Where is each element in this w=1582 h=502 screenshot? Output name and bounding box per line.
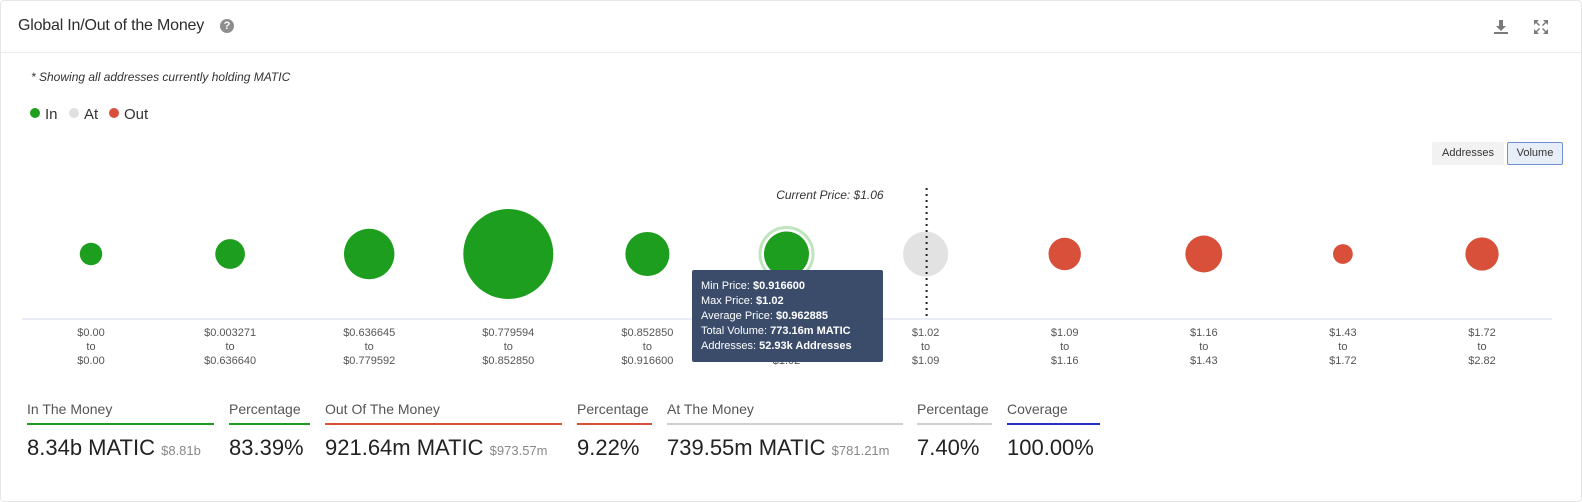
download-icon[interactable]: [1491, 17, 1511, 37]
tooltip-label: Average Price:: [701, 310, 773, 322]
tick-label-low: $0.852850: [621, 327, 673, 339]
bubble-8[interactable]: [1185, 235, 1223, 273]
help-icon[interactable]: ?: [220, 19, 234, 33]
tick-label-high: $0.852850: [482, 355, 534, 367]
tick-label-separator: to: [643, 341, 652, 353]
stat-main-value: 100.00%: [1007, 435, 1094, 460]
tick-label-low: $1.02: [912, 327, 940, 339]
tick-label-high: $0.636640: [204, 355, 256, 367]
volume-toggle-button[interactable]: Volume: [1507, 142, 1563, 165]
expand-icon[interactable]: [1531, 17, 1551, 37]
stat-usd-value: $973.57m: [489, 443, 548, 458]
tick-label-low: $1.72: [1468, 327, 1496, 339]
tick-label-separator: to: [1060, 341, 1069, 353]
stat-out-percentage: Percentage 9.22%: [577, 401, 652, 461]
bubble-3[interactable]: [463, 209, 554, 299]
stat-label: At The Money: [667, 401, 903, 425]
legend-dot-in: [30, 108, 40, 118]
bubble-7[interactable]: [1048, 237, 1081, 271]
legend-label: At: [84, 106, 99, 123]
tooltip-label: Addresses:: [701, 340, 757, 352]
tick-label-low: $1.43: [1329, 327, 1357, 339]
stat-at-percentage: Percentage 7.40%: [917, 401, 992, 461]
card-header: Global In/Out of the Money ?: [1, 1, 1581, 53]
stat-label: Percentage: [577, 401, 652, 425]
tooltip-max-price: $1.02: [756, 295, 784, 307]
tick-label-separator: to: [365, 341, 374, 353]
stat-coverage: Coverage 100.00%: [1007, 401, 1100, 461]
stat-label: Coverage: [1007, 401, 1100, 425]
bubble-9[interactable]: [1333, 244, 1353, 264]
chart-note: * Showing all addresses currently holdin…: [31, 70, 291, 84]
tick-label-low: $1.09: [1051, 327, 1079, 339]
stat-label: In The Money: [27, 401, 214, 425]
tick-label-high: $1.16: [1051, 355, 1079, 367]
tooltip-label: Total Volume:: [701, 325, 768, 337]
stat-usd-value: $8.81b: [161, 443, 201, 458]
tick-label-low: $0.003271: [204, 327, 256, 339]
tick-label-low: $0.779594: [482, 327, 534, 339]
stat-main-value: 83.39%: [229, 435, 304, 460]
stat-main-value: 8.34b MATIC: [27, 435, 155, 460]
bucket-tooltip: Min Price: $0.916600 Max Price: $1.02 Av…: [692, 270, 883, 362]
tick-label-low: $0.00: [77, 327, 105, 339]
tooltip-avg-price: $0.962885: [776, 310, 829, 322]
stat-in-percentage: Percentage 83.39%: [229, 401, 310, 461]
stat-at-the-money: At The Money 739.55m MATIC $781.21m: [667, 401, 903, 461]
bubble-5[interactable]: [764, 231, 809, 277]
tick-label-separator: to: [86, 341, 95, 353]
tick-label-separator: to: [226, 341, 235, 353]
tooltip-min-price: $0.916600: [752, 280, 805, 292]
stat-value: 8.34b MATIC $8.81b: [27, 435, 214, 461]
bubble-4[interactable]: [625, 231, 670, 277]
card-title: Global In/Out of the Money: [18, 17, 205, 34]
tick-label-high: $1.09: [912, 355, 940, 367]
legend-dot-out: [109, 108, 119, 118]
summary-stats: In The Money 8.34b MATIC $8.81b Percenta…: [1, 401, 1582, 471]
tick-label-separator: to: [921, 341, 930, 353]
stat-label: Out Of The Money: [325, 401, 562, 425]
tick-label-separator: to: [504, 341, 513, 353]
addresses-toggle-button[interactable]: Addresses: [1432, 142, 1504, 165]
stat-label: Percentage: [917, 401, 992, 425]
stat-label: Percentage: [229, 401, 310, 425]
stat-main-value: 9.22%: [577, 435, 640, 460]
legend-label: In: [45, 106, 58, 123]
stat-out-of-the-money: Out Of The Money 921.64m MATIC $973.57m: [325, 401, 562, 461]
stat-main-value: 921.64m MATIC: [325, 435, 484, 460]
tooltip-total-volume: 773.16m MATIC: [770, 325, 851, 337]
legend-dot-at: [69, 108, 79, 118]
stat-usd-value: $781.21m: [831, 443, 890, 458]
legend-item-in[interactable]: In: [30, 106, 58, 123]
stat-value: 921.64m MATIC $973.57m: [325, 435, 562, 461]
tick-label-low: $1.16: [1190, 327, 1218, 339]
bubble-10[interactable]: [1465, 237, 1499, 271]
legend-item-out[interactable]: Out: [109, 106, 148, 123]
stat-main-value: 7.40%: [917, 435, 980, 460]
bubble-0[interactable]: [79, 242, 103, 266]
tooltip-label: Max Price:: [701, 295, 753, 307]
tick-label-low: $0.636645: [343, 327, 395, 339]
stat-value: 739.55m MATIC $781.21m: [667, 435, 903, 461]
tick-label-high: $1.43: [1190, 355, 1218, 367]
tick-label-high: $1.72: [1329, 355, 1357, 367]
tick-label-high: $0.916600: [621, 355, 673, 367]
tooltip-addresses: 52.93k Addresses: [759, 340, 852, 352]
stat-in-the-money: In The Money 8.34b MATIC $8.81b: [27, 401, 214, 461]
tick-label-separator: to: [1338, 341, 1347, 353]
legend-item-at[interactable]: At: [69, 106, 98, 123]
tick-label-high: $0.779592: [343, 355, 395, 367]
tooltip-label: Min Price:: [701, 280, 750, 292]
legend-label: Out: [124, 106, 149, 123]
stat-main-value: 739.55m MATIC: [667, 435, 826, 460]
current-price-label: Current Price: $1.06: [776, 188, 884, 202]
tick-label-high: $0.00: [77, 355, 105, 367]
bubble-2[interactable]: [344, 228, 395, 280]
tick-label-separator: to: [1477, 341, 1486, 353]
bubble-1[interactable]: [215, 239, 245, 269]
tick-label-separator: to: [1199, 341, 1208, 353]
tick-label-high: $2.82: [1468, 355, 1496, 367]
